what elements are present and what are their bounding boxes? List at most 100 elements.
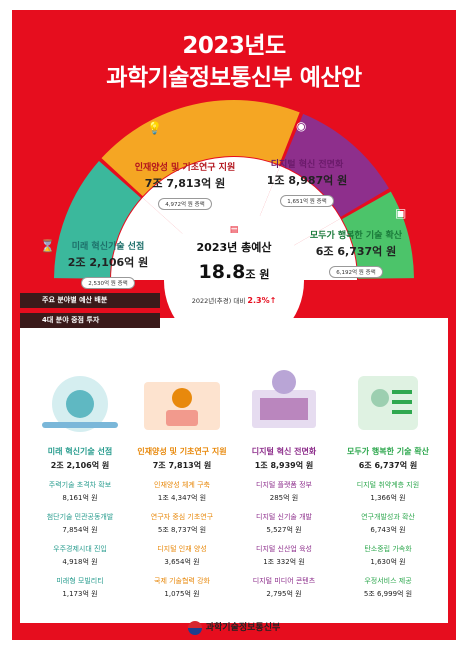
segment-value: 7조 7,813억 원: [144, 177, 226, 190]
column-talent: 인재양성 및 기초연구 지원 7조 7,813억 원 인재양성 체계 구축 1조 …: [130, 362, 234, 599]
segment-label-future-tech: 미래 혁신기술 선점 2조 2,106억 원 2,530억 원 증액: [48, 239, 168, 289]
comparison-prefix: 2022년(추경) 대비: [191, 297, 246, 305]
column-welfare: 모두가 행복한 기술 확산 6조 6,737억 원 디지털 취약계층 지원 1,3…: [336, 362, 440, 599]
column-total: 7조 7,813억 원: [152, 461, 212, 470]
list-item: 인재양성 체계 구축 1조 4,347억 원: [130, 480, 234, 503]
column-title: 미래 혁신기술 선점: [47, 447, 113, 456]
segment-value: 2조 2,106억 원: [67, 256, 149, 269]
column-digital: 디지털 혁신 전면화 1조 8,939억 원 디지털 플랫폼 정부 285억 원 …: [232, 362, 336, 599]
segment-label-welfare: 모두가 행복한 기술 확산 6조 6,737억 원 6,192억 원 증액: [296, 228, 416, 278]
item-value: 1조 332억 원: [263, 558, 305, 566]
list-item: 국제 기술협력 강화 1,075억 원: [130, 576, 234, 599]
column-title: 디지털 혁신 전면화: [251, 447, 317, 456]
item-name: 연구자 중심 기초연구: [150, 513, 214, 521]
list-item: 우정서비스 제공 5조 6,999억 원: [336, 576, 440, 599]
government-emblem-icon: [187, 620, 202, 635]
item-value: 5조 8,737억 원: [157, 526, 207, 534]
list-item: 디지털 신산업 육성 1조 332억 원: [232, 544, 336, 567]
item-value: 6,743억 원: [370, 526, 406, 534]
item-value: 2,795억 원: [266, 590, 302, 598]
item-name: 우정서비스 제공: [364, 577, 412, 585]
item-name: 우주경제시대 진입: [53, 545, 107, 553]
total-amount: 18.8조 원: [164, 261, 304, 283]
item-value: 1,075억 원: [164, 590, 200, 598]
item-value: 1,630억 원: [370, 558, 406, 566]
column-total: 6조 6,737억 원: [358, 461, 418, 470]
item-name: 탄소중립 가속화: [364, 545, 412, 553]
item-value: 4,918억 원: [62, 558, 98, 566]
item-name: 디지털 인재 양성: [157, 545, 207, 553]
item-value: 5,527억 원: [266, 526, 302, 534]
total-label: 2023년 총예산: [196, 241, 272, 254]
column-total: 2조 2,106억 원: [50, 461, 110, 470]
total-budget-circle: ▤ 2023년 총예산 18.8조 원 2022년(추경) 대비 2.3%↑: [164, 211, 304, 351]
increase-badge: 2,530억 원 증액: [81, 277, 135, 289]
item-name: 디지털 미디어 콘텐츠: [252, 577, 316, 585]
segment-name: 모두가 행복한 기술 확산: [309, 231, 403, 241]
investment-panel: [20, 318, 448, 623]
welfare-illustration: [336, 362, 440, 442]
segment-digital: [281, 113, 389, 217]
increase-badge: 1,651억 원 증액: [280, 195, 334, 207]
column-total: 1조 8,939억 원: [254, 461, 314, 470]
item-value: 7,854억 원: [62, 526, 98, 534]
increase-badge: 6,192억 원 증액: [329, 266, 383, 278]
segment-welfare: [342, 191, 414, 279]
item-value: 1,366억 원: [370, 494, 406, 502]
segment-talent: [101, 100, 300, 197]
ministry-name: 과학기술정보통신부: [205, 623, 281, 633]
item-name: 첨단기술 민관공동개발: [46, 513, 114, 521]
segment-name: 디지털 혁신 전면화: [270, 160, 344, 170]
segment-value: 6조 6,737억 원: [315, 245, 397, 258]
bulb-icon: 💡: [147, 121, 162, 135]
section-bar-investment: 4대 분야 중점 투자: [20, 313, 160, 328]
comparison: 2022년(추경) 대비 2.3%↑: [164, 295, 304, 305]
talent-illustration: [130, 362, 234, 442]
segment-value: 1조 8,987억 원: [266, 174, 348, 187]
segment-label-digital: 디지털 혁신 전면화 1조 8,987억 원 1,651억 원 증액: [252, 157, 362, 207]
segment-name: 인재양성 및 기초연구 지원: [134, 163, 236, 173]
phone-icon: ▣: [395, 206, 407, 220]
segment-future-tech: [54, 160, 141, 279]
hourglass-icon: ⌛: [40, 239, 55, 253]
item-name: 인재양성 체계 구축: [154, 481, 210, 489]
title-ministry: 과학기술정보통신부 예산안: [106, 65, 362, 91]
list-item: 탄소중립 가속화 1,630억 원: [336, 544, 440, 567]
digital-illustration: [232, 362, 336, 442]
title-year: 2023년도: [182, 33, 286, 59]
segment-name: 미래 혁신기술 선점: [71, 242, 145, 252]
section-bar-allocation: 주요 분야별 예산 배분: [20, 293, 160, 308]
list-item: 디지털 신기술 개발 5,527억 원: [232, 512, 336, 535]
list-item: 주력기술 초격차 확보 8,161억 원: [28, 480, 132, 503]
column-title: 모두가 행복한 기술 확산: [347, 447, 429, 456]
list-item: 첨단기술 민관공동개발 7,854억 원: [28, 512, 132, 535]
list-item: 우주경제시대 진입 4,918억 원: [28, 544, 132, 567]
item-value: 5조 6,999억 원: [363, 590, 413, 598]
future-tech-illustration: [28, 362, 132, 442]
item-name: 디지털 신산업 육성: [256, 545, 312, 553]
column-title: 인재양성 및 기초연구 지원: [137, 447, 227, 456]
item-value: 8,161억 원: [62, 494, 98, 502]
item-value: 3,654억 원: [164, 558, 200, 566]
list-item: 디지털 미디어 콘텐츠 2,795억 원: [232, 576, 336, 599]
item-name: 디지털 플랫폼 정부: [256, 481, 312, 489]
item-name: 주력기술 초격차 확보: [48, 481, 112, 489]
item-name: 디지털 신기술 개발: [256, 513, 312, 521]
comparison-value: 2.3%↑: [247, 296, 277, 305]
increase-badge: 4,972억 원 증액: [158, 198, 212, 210]
total-unit: 조 원: [245, 268, 270, 281]
list-item: 미래형 모빌리티 1,173억 원: [28, 576, 132, 599]
item-name: 미래형 모빌리티: [56, 577, 104, 585]
item-value: 1,173억 원: [62, 590, 98, 598]
list-item: 연구자 중심 기초연구 5조 8,737억 원: [130, 512, 234, 535]
list-item: 디지털 인재 양성 3,654억 원: [130, 544, 234, 567]
item-value: 285억 원: [269, 494, 299, 502]
item-name: 디지털 취약계층 지원: [356, 481, 420, 489]
chart-icon: ▤: [229, 225, 239, 235]
list-item: 연구개발성과 확산 6,743억 원: [336, 512, 440, 535]
column-future-tech: 미래 혁신기술 선점 2조 2,106억 원 주력기술 초격차 확보 8,161억…: [28, 362, 132, 599]
item-name: 국제 기술협력 강화: [154, 577, 210, 585]
list-item: 디지털 플랫폼 정부 285억 원: [232, 480, 336, 503]
item-name: 연구개발성과 확산: [361, 513, 415, 521]
segment-label-talent: 인재양성 및 기초연구 지원 7조 7,813억 원 4,972억 원 증액: [120, 160, 250, 210]
